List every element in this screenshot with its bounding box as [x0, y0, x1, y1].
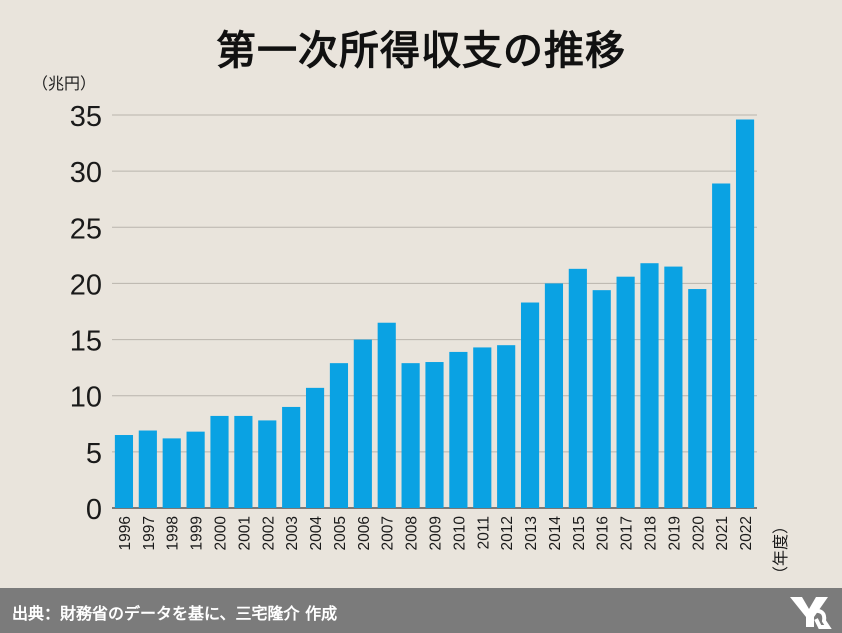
x-tick-label: 2019: [666, 516, 683, 550]
brand-logo-icon: [790, 597, 832, 629]
y-tick-label: 0: [86, 494, 102, 526]
x-axis-unit: （年度）: [771, 518, 790, 582]
bar-2022: [735, 119, 755, 509]
x-tick-label: 2010: [451, 516, 468, 551]
x-tick-label: 1997: [141, 516, 158, 550]
x-tick-label: 2006: [356, 516, 373, 550]
bar-1999: [186, 431, 205, 508]
x-tick-label: 1996: [117, 516, 134, 550]
bar-chart: 0 5 10 15 20 25 30 35 1996 1997 1998 1999 2000 2001 2…: [70, 101, 790, 582]
y-tick-label: 30: [70, 157, 102, 189]
y-tick-label: 20: [70, 269, 102, 301]
y-tick-label: 15: [70, 326, 102, 358]
bar-2012: [497, 345, 516, 508]
x-tick-label: 2008: [404, 516, 421, 550]
source-credit: 出典：財務省のデータを基に、三宅隆介 作成: [12, 604, 338, 623]
bar-2021: [712, 183, 731, 508]
x-tick-label: 2005: [332, 516, 349, 550]
x-tick-label: 2015: [571, 516, 588, 550]
x-tick-label: 1998: [165, 516, 182, 550]
footer-bar: 出典：財務省のデータを基に、三宅隆介 作成: [0, 588, 842, 633]
bar-2003: [282, 406, 301, 508]
x-tick-label: 2013: [523, 516, 540, 550]
bar-2002: [258, 420, 277, 508]
y-tick-labels: 0 5 10 15 20 25 30 35: [70, 101, 102, 526]
bar-2013: [520, 302, 540, 508]
bar-2017: [616, 276, 635, 508]
x-tick-label: 2017: [619, 516, 636, 550]
bar-2004: [305, 387, 325, 508]
x-tick-label: 2009: [428, 516, 445, 550]
x-tick-label: 2003: [284, 516, 301, 550]
bar-1996: [114, 435, 134, 508]
y-tick-label: 35: [70, 101, 102, 133]
y-axis-unit-label: （兆円）: [32, 74, 97, 93]
bar-2009: [425, 362, 444, 508]
x-tick-label: 2002: [260, 516, 277, 550]
x-tick-label: 2012: [499, 516, 516, 550]
bar-2001: [234, 415, 253, 508]
x-tick-label: 2000: [213, 516, 230, 551]
y-tick-label: 25: [70, 213, 102, 245]
x-tick-label: 2018: [643, 516, 660, 550]
bar-2014: [544, 283, 564, 508]
bar-2020: [688, 289, 707, 508]
x-tick-label: 2001: [236, 516, 253, 550]
bars: [114, 119, 755, 509]
x-tick-label: 2021: [714, 516, 731, 550]
bar-2010: [449, 351, 468, 508]
x-tick-label: 2007: [380, 516, 397, 550]
bar-2018: [640, 263, 659, 508]
x-tick-label: 2020: [690, 516, 707, 551]
bar-2011: [473, 347, 492, 508]
bar-2007: [377, 322, 396, 508]
x-axis-unit-label: （年度）: [771, 518, 790, 582]
x-tick-labels: 1996 1997 1998 1999 2000 2001 2002 2003 2004 2005…: [117, 516, 755, 551]
x-tick-label: 2011: [475, 516, 492, 549]
x-tick-label: 2022: [738, 516, 755, 550]
bar-2015: [568, 268, 587, 508]
bar-2019: [664, 266, 683, 508]
bar-1998: [162, 438, 181, 508]
bar-2016: [592, 290, 611, 508]
bar-1997: [138, 430, 157, 508]
x-tick-label: 2014: [547, 516, 564, 551]
bar-2005: [329, 363, 349, 508]
x-tick-label: 2016: [595, 516, 612, 550]
y-tick-label: 5: [86, 438, 102, 470]
chart-title: 第一次所得収支の推移: [216, 28, 626, 74]
x-tick-label: 2004: [308, 516, 325, 551]
y-tick-label: 10: [70, 382, 102, 414]
x-tick-label: 1999: [189, 516, 206, 550]
bar-2008: [401, 363, 420, 508]
bar-2006: [353, 339, 372, 508]
bar-2000: [210, 415, 229, 508]
